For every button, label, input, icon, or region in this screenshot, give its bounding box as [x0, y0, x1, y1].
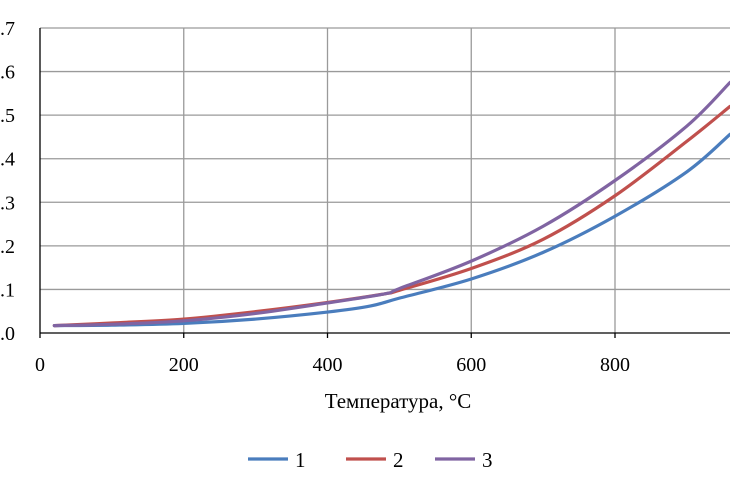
x-tick-label: 800	[600, 354, 630, 376]
series-line-1	[52, 132, 730, 328]
x-axis-title: Температура, °C	[325, 389, 472, 413]
series-layer	[52, 80, 730, 328]
legend-label-1: 1	[295, 448, 306, 472]
y-tick-label: .2	[0, 236, 15, 258]
grid-layer	[40, 27, 730, 333]
axis-layer	[39, 28, 730, 338]
legend-label-3: 3	[482, 448, 493, 472]
tick-label-layer: .0 .1 .2 .3 .4 .5 .6 .7 0 200 400 600 800	[0, 18, 630, 376]
series-line-3	[52, 80, 730, 328]
x-tick-label: 600	[456, 354, 486, 376]
y-tick-label: .0	[0, 323, 15, 345]
y-tick-label: .4	[0, 149, 15, 171]
x-tick-label: 200	[169, 354, 199, 376]
y-tick-label: .1	[0, 279, 15, 301]
y-tick-label: .3	[0, 192, 15, 214]
legend-label-2: 2	[393, 448, 404, 472]
y-tick-label: .5	[0, 105, 15, 127]
y-tick-label: .6	[0, 62, 15, 84]
legend: 1 2 3	[248, 448, 493, 472]
y-tick-label: .7	[0, 18, 15, 40]
x-tick-label: 0	[35, 354, 45, 376]
x-tick-label: 400	[313, 354, 343, 376]
